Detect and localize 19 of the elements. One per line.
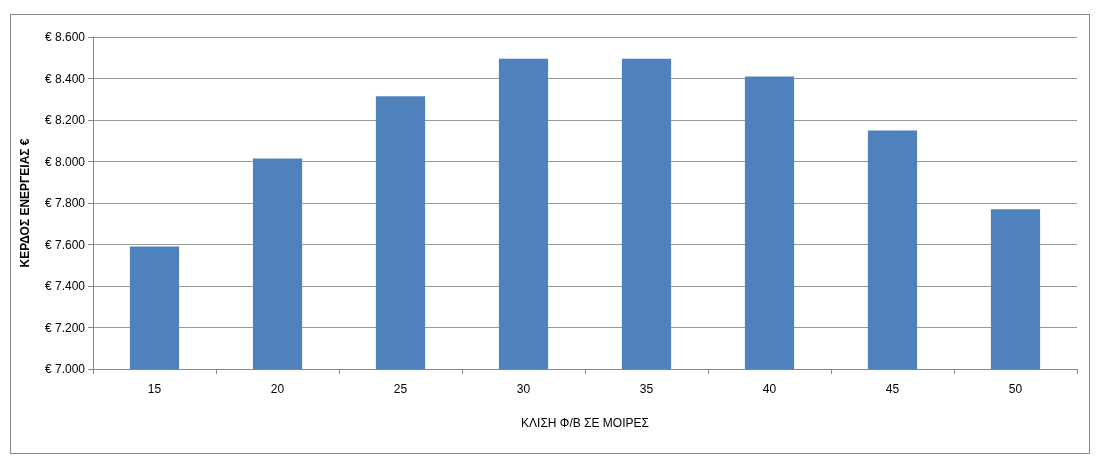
y-tick-label: € 8.000 bbox=[44, 154, 86, 169]
y-tick-label: € 8.600 bbox=[44, 30, 86, 44]
y-tick-label: € 7.000 bbox=[44, 362, 86, 376]
y-tick-label: € 7.200 bbox=[44, 320, 86, 335]
x-tick-label: 50 bbox=[1008, 382, 1023, 396]
y-axis-title: ΚΕΡΔΟΣ ΕΝΕΡΓΕΙΑΣ € bbox=[18, 138, 32, 268]
y-tick-label: € 7.600 bbox=[44, 237, 86, 252]
x-tick-label: 40 bbox=[762, 382, 777, 396]
x-axis-title: ΚΛΙΣΗ Φ/Β ΣΕ ΜΟΙΡΕΣ bbox=[521, 416, 649, 430]
y-tick-label: € 7.800 bbox=[44, 196, 86, 210]
x-tick-label: 20 bbox=[270, 382, 285, 396]
y-tick-label: € 8.200 bbox=[44, 113, 86, 127]
x-tick-label: 15 bbox=[147, 382, 162, 396]
y-tick-label: € 8.400 bbox=[44, 71, 86, 86]
x-tick-label: 45 bbox=[885, 382, 900, 396]
x-tick-label: 30 bbox=[516, 382, 531, 396]
x-tick-label: 25 bbox=[393, 382, 408, 396]
x-tick-label: 35 bbox=[639, 382, 654, 396]
y-tick-label: € 7.400 bbox=[44, 279, 86, 293]
